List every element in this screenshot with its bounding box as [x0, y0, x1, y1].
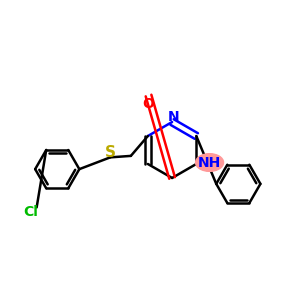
Text: O: O	[142, 98, 154, 111]
Text: NH: NH	[198, 155, 221, 170]
Text: Cl: Cl	[23, 205, 38, 219]
Text: N: N	[168, 110, 179, 124]
Ellipse shape	[196, 154, 224, 171]
Text: S: S	[105, 145, 116, 160]
